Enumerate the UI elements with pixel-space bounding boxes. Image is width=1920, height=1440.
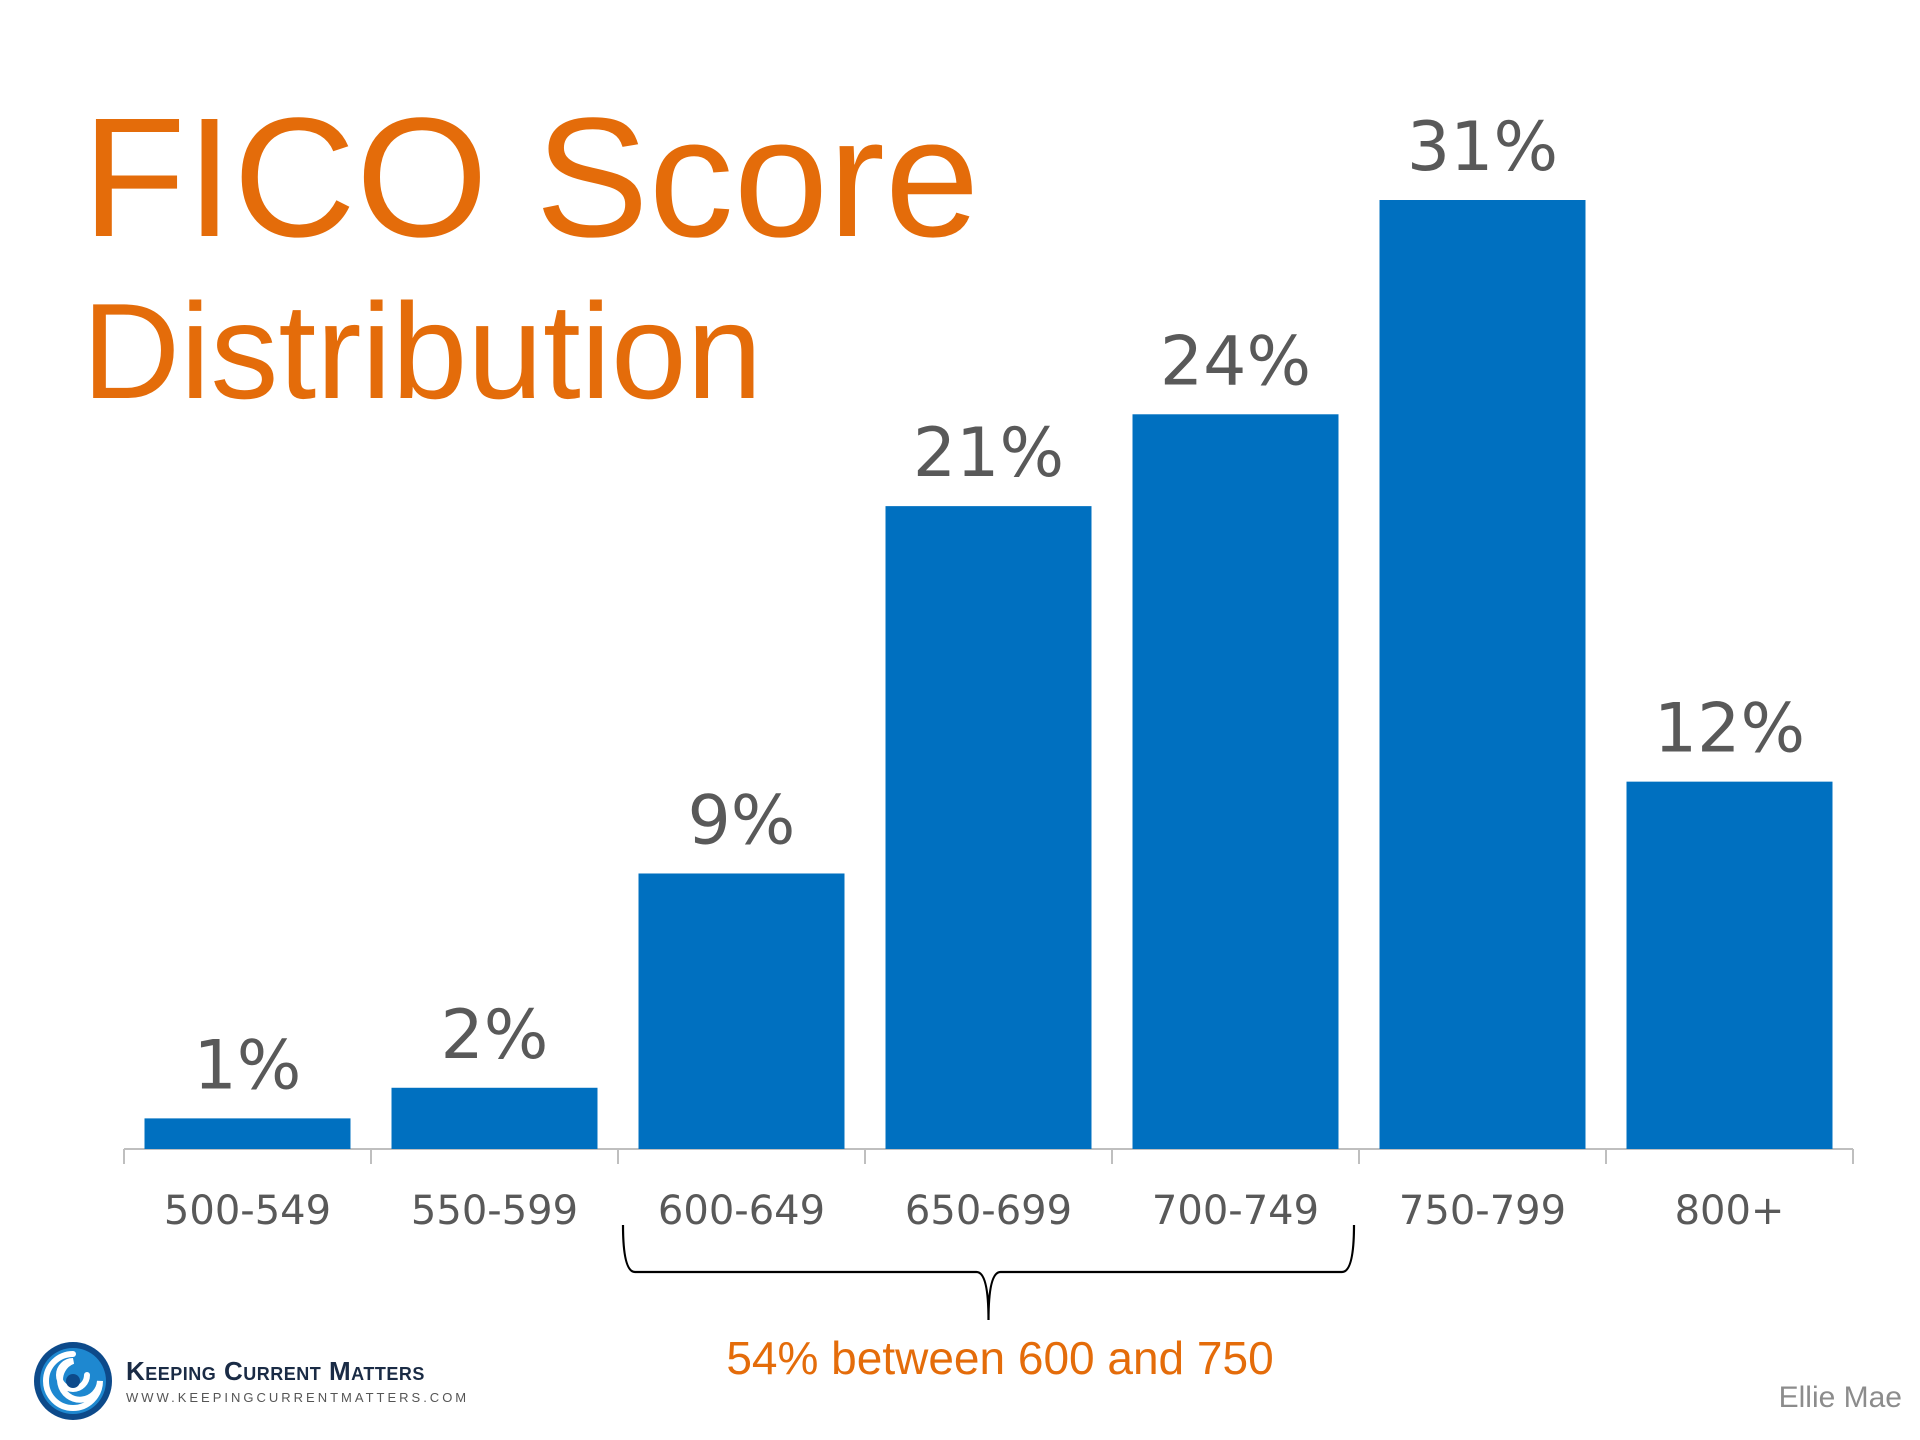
x-tick-label: 600-649 <box>658 1188 825 1234</box>
chart-title-line1: FICO Score <box>82 83 980 273</box>
bar <box>1626 781 1833 1149</box>
bar-value-label: 9% <box>688 781 796 860</box>
bars <box>144 200 1833 1150</box>
x-tick-label: 750-799 <box>1399 1188 1566 1234</box>
x-tick-label: 650-699 <box>905 1188 1072 1234</box>
x-tick-labels: 500-549 550-599 600-649 650-699 700-749 750-7… <box>164 1188 1785 1234</box>
bar <box>638 873 845 1149</box>
bar <box>391 1087 598 1149</box>
bar <box>1379 200 1586 1149</box>
bar-value-label: 21% <box>913 414 1064 493</box>
bar-value-label: 31% <box>1407 108 1558 187</box>
annotation-text: 54% between 600 and 750 <box>726 1332 1274 1384</box>
logo-url: WWW.KEEPINGCURRENTMATTERS.COM <box>126 1389 470 1405</box>
bar-value-label: 2% <box>441 996 549 1075</box>
bar-value-label: 1% <box>194 1026 302 1105</box>
bar-value-label: 24% <box>1160 322 1311 401</box>
logo-name: Keeping Current Matters <box>126 1356 425 1387</box>
annotation-bracket <box>621 1224 1356 1321</box>
swirl-logo-icon <box>34 1342 112 1420</box>
x-axis <box>123 1148 1854 1164</box>
x-tick-label: 550-599 <box>411 1188 578 1234</box>
x-tick-label: 500-549 <box>164 1188 331 1234</box>
bar-value-label: 12% <box>1654 690 1805 769</box>
bar <box>885 506 1092 1149</box>
bar <box>144 1118 351 1149</box>
source-credit: Ellie Mae <box>1778 1381 1902 1414</box>
x-tick-label: 800+ <box>1675 1188 1785 1234</box>
chart-title-line2: Distribution <box>82 275 763 427</box>
x-tick-label: 700-749 <box>1152 1188 1319 1234</box>
bar-value-labels: 1% 2% 9% 21% 24% 31% 12% <box>194 108 1806 1105</box>
bar <box>1132 414 1339 1150</box>
logo: Keeping Current Matters WWW.KEEPINGCURRE… <box>32 1340 469 1422</box>
